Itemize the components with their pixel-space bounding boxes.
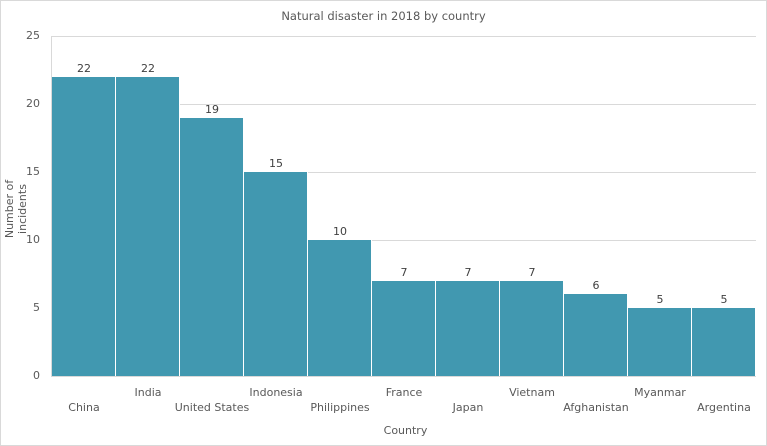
x-tick-label: France xyxy=(385,386,423,399)
bar-philippines xyxy=(308,240,372,376)
data-label: 7 xyxy=(464,265,472,279)
x-tick-label: Argentina xyxy=(697,401,751,414)
bar-argentina xyxy=(692,308,756,376)
data-label: 22 xyxy=(141,61,155,75)
bar-japan xyxy=(436,280,500,376)
data-label: 22 xyxy=(77,61,91,75)
y-tick-label: 20 xyxy=(26,97,40,110)
data-label: 15 xyxy=(269,157,283,170)
data-label: 7 xyxy=(528,265,536,279)
data-label: 5 xyxy=(656,293,664,306)
gridline xyxy=(52,240,756,241)
bar-united-states xyxy=(180,117,244,376)
data-label: 5 xyxy=(720,293,728,306)
bar-india xyxy=(116,76,180,376)
x-tick-label: Myanmar xyxy=(634,386,686,399)
x-tick-label: United States xyxy=(174,401,250,414)
y-tick-label: 0 xyxy=(33,369,40,382)
data-label: 10 xyxy=(333,225,347,238)
x-tick-label: India xyxy=(134,386,162,399)
x-tick-label: Vietnam xyxy=(509,386,555,399)
bar-france xyxy=(372,280,436,376)
x-tick-label: China xyxy=(68,401,100,414)
bar-afghanistan xyxy=(564,294,628,376)
plot-area: 22 22 19 15 10 7 7 7 6 5 5 xyxy=(52,36,756,377)
x-tick-label: Japan xyxy=(452,401,484,414)
x-axis-title: Country xyxy=(383,424,428,437)
data-label: 7 xyxy=(400,265,408,279)
gridline xyxy=(52,36,756,37)
data-label: 6 xyxy=(592,279,600,293)
gridline xyxy=(52,172,756,173)
x-tick-label: Philippines xyxy=(310,401,370,414)
bar-indonesia xyxy=(244,172,308,376)
bar-myanmar xyxy=(628,308,692,376)
y-tick-label: 15 xyxy=(26,165,40,178)
x-tick-label: Afghanistan xyxy=(563,401,629,414)
chart-title: Natural disaster in 2018 by country xyxy=(281,9,486,23)
bar-vietnam xyxy=(500,280,564,376)
y-tick-label: 10 xyxy=(26,233,40,246)
data-label: 19 xyxy=(205,102,219,116)
gridline xyxy=(52,376,756,377)
y-tick-label: 25 xyxy=(26,29,40,42)
y-axis-line xyxy=(51,36,52,377)
gridline xyxy=(52,104,756,105)
x-tick-label: Indonesia xyxy=(249,386,303,399)
y-tick-label: 5 xyxy=(33,301,40,314)
bar-china xyxy=(52,76,116,376)
